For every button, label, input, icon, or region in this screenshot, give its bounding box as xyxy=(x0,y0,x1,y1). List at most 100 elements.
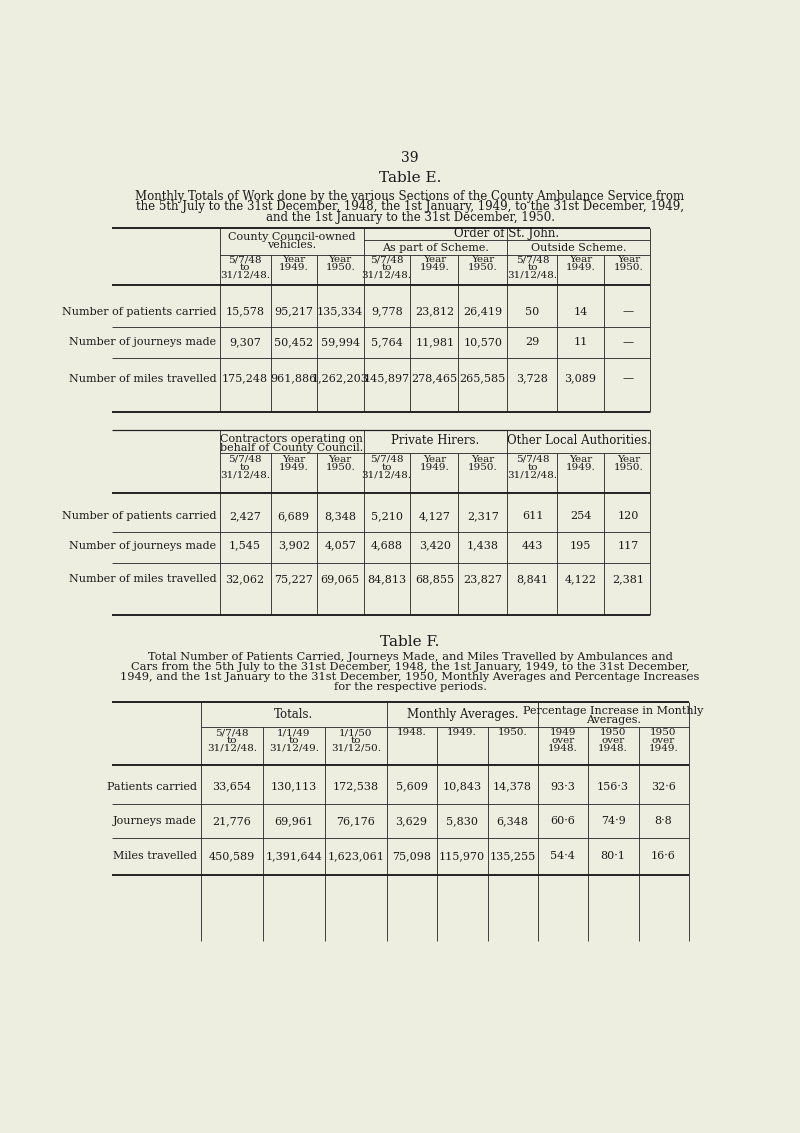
Text: 9,778: 9,778 xyxy=(371,307,402,316)
Text: 1950.: 1950. xyxy=(326,263,355,272)
Text: 1948.: 1948. xyxy=(397,729,426,738)
Text: 1949.: 1949. xyxy=(566,263,595,272)
Text: for the respective periods.: for the respective periods. xyxy=(334,682,486,692)
Text: 3,420: 3,420 xyxy=(419,540,451,551)
Text: 1949.: 1949. xyxy=(420,462,450,471)
Text: 135,255: 135,255 xyxy=(489,851,535,861)
Text: 59,994: 59,994 xyxy=(321,338,360,348)
Text: 1,391,644: 1,391,644 xyxy=(266,851,322,861)
Text: 5/7/48: 5/7/48 xyxy=(215,729,249,738)
Text: 29: 29 xyxy=(526,338,539,348)
Text: 6,348: 6,348 xyxy=(496,816,528,826)
Text: 93·3: 93·3 xyxy=(550,782,575,792)
Text: the 5th July to the 31st December, 1948, the 1st January, 1949, to the 31st Dece: the 5th July to the 31st December, 1948,… xyxy=(136,201,684,213)
Text: 11: 11 xyxy=(574,338,588,348)
Text: 23,827: 23,827 xyxy=(463,574,502,585)
Text: 2,381: 2,381 xyxy=(613,574,645,585)
Text: 145,897: 145,897 xyxy=(364,374,410,383)
Text: Percentage Increase in Monthly: Percentage Increase in Monthly xyxy=(523,706,704,716)
Text: 4,688: 4,688 xyxy=(370,540,402,551)
Text: Number of miles travelled: Number of miles travelled xyxy=(69,374,216,383)
Text: 115,970: 115,970 xyxy=(439,851,485,861)
Text: Monthly Totals of Work done by the various Sections of the County Ambulance Serv: Monthly Totals of Work done by the vario… xyxy=(135,189,685,203)
Text: 611: 611 xyxy=(522,511,543,521)
Text: 4,057: 4,057 xyxy=(324,540,356,551)
Text: 1949.: 1949. xyxy=(566,462,595,471)
Text: 69,961: 69,961 xyxy=(274,816,314,826)
Text: 50: 50 xyxy=(526,307,539,316)
Text: over: over xyxy=(551,736,574,744)
Text: Year: Year xyxy=(569,255,592,264)
Text: 1948.: 1948. xyxy=(548,743,578,752)
Text: 9,307: 9,307 xyxy=(229,338,261,348)
Text: vehicles.: vehicles. xyxy=(267,240,316,250)
Text: Patients carried: Patients carried xyxy=(107,782,197,792)
Text: 2,427: 2,427 xyxy=(229,511,261,521)
Text: 278,465: 278,465 xyxy=(412,374,458,383)
Text: 1950.: 1950. xyxy=(498,729,527,738)
Text: 1950: 1950 xyxy=(650,729,677,738)
Text: 1950.: 1950. xyxy=(326,462,355,471)
Text: to: to xyxy=(289,736,299,744)
Text: Year: Year xyxy=(282,454,306,463)
Text: 120: 120 xyxy=(618,511,639,521)
Text: to: to xyxy=(240,263,250,272)
Text: 23,812: 23,812 xyxy=(415,307,454,316)
Text: 265,585: 265,585 xyxy=(460,374,506,383)
Text: Number of journeys made: Number of journeys made xyxy=(69,338,216,348)
Text: 5/7/48: 5/7/48 xyxy=(370,255,403,264)
Text: 4,122: 4,122 xyxy=(565,574,597,585)
Text: 10,843: 10,843 xyxy=(442,782,482,792)
Text: 31/12/50.: 31/12/50. xyxy=(330,743,381,752)
Text: As part of Scheme.: As part of Scheme. xyxy=(382,242,489,253)
Text: 14: 14 xyxy=(574,307,588,316)
Text: 1949.: 1949. xyxy=(649,743,678,752)
Text: 31/12/49.: 31/12/49. xyxy=(269,743,318,752)
Text: 31/12/48.: 31/12/48. xyxy=(220,470,270,479)
Text: 1950: 1950 xyxy=(600,729,626,738)
Text: to: to xyxy=(527,462,538,471)
Text: —: — xyxy=(623,307,634,316)
Text: 31/12/48.: 31/12/48. xyxy=(362,470,412,479)
Text: Year: Year xyxy=(471,454,494,463)
Text: 54·4: 54·4 xyxy=(550,851,575,861)
Text: Other Local Authorities.: Other Local Authorities. xyxy=(506,434,650,448)
Text: 172,538: 172,538 xyxy=(333,782,379,792)
Text: 254: 254 xyxy=(570,511,591,521)
Text: 2,317: 2,317 xyxy=(467,511,498,521)
Text: 5,210: 5,210 xyxy=(370,511,402,521)
Text: 4,127: 4,127 xyxy=(419,511,450,521)
Text: 75,098: 75,098 xyxy=(392,851,431,861)
Text: 8,348: 8,348 xyxy=(324,511,356,521)
Text: 156·3: 156·3 xyxy=(597,782,629,792)
Text: Year: Year xyxy=(329,255,352,264)
Text: 5/7/48: 5/7/48 xyxy=(228,255,262,264)
Text: Year: Year xyxy=(329,454,352,463)
Text: 6,689: 6,689 xyxy=(278,511,310,521)
Text: 1,262,203: 1,262,203 xyxy=(312,374,369,383)
Text: Monthly Averages.: Monthly Averages. xyxy=(406,708,518,721)
Text: 31/12/48.: 31/12/48. xyxy=(362,271,412,280)
Text: 21,776: 21,776 xyxy=(212,816,251,826)
Text: 1950.: 1950. xyxy=(468,462,498,471)
Text: 5/7/48: 5/7/48 xyxy=(370,454,403,463)
Text: over: over xyxy=(652,736,675,744)
Text: County Council-owned: County Council-owned xyxy=(228,232,355,241)
Text: to: to xyxy=(382,462,392,471)
Text: Year: Year xyxy=(423,454,446,463)
Text: —: — xyxy=(623,338,634,348)
Text: to: to xyxy=(527,263,538,272)
Text: 74·9: 74·9 xyxy=(601,816,626,826)
Text: 14,378: 14,378 xyxy=(493,782,532,792)
Text: 39: 39 xyxy=(402,151,418,164)
Text: Year: Year xyxy=(471,255,494,264)
Text: 32,062: 32,062 xyxy=(226,574,265,585)
Text: 1949.: 1949. xyxy=(279,462,309,471)
Text: 1948.: 1948. xyxy=(598,743,628,752)
Text: 95,217: 95,217 xyxy=(274,307,314,316)
Text: 1,438: 1,438 xyxy=(467,540,499,551)
Text: 5,830: 5,830 xyxy=(446,816,478,826)
Text: 10,570: 10,570 xyxy=(463,338,502,348)
Text: Totals.: Totals. xyxy=(274,708,314,721)
Text: Number of patients carried: Number of patients carried xyxy=(62,511,216,521)
